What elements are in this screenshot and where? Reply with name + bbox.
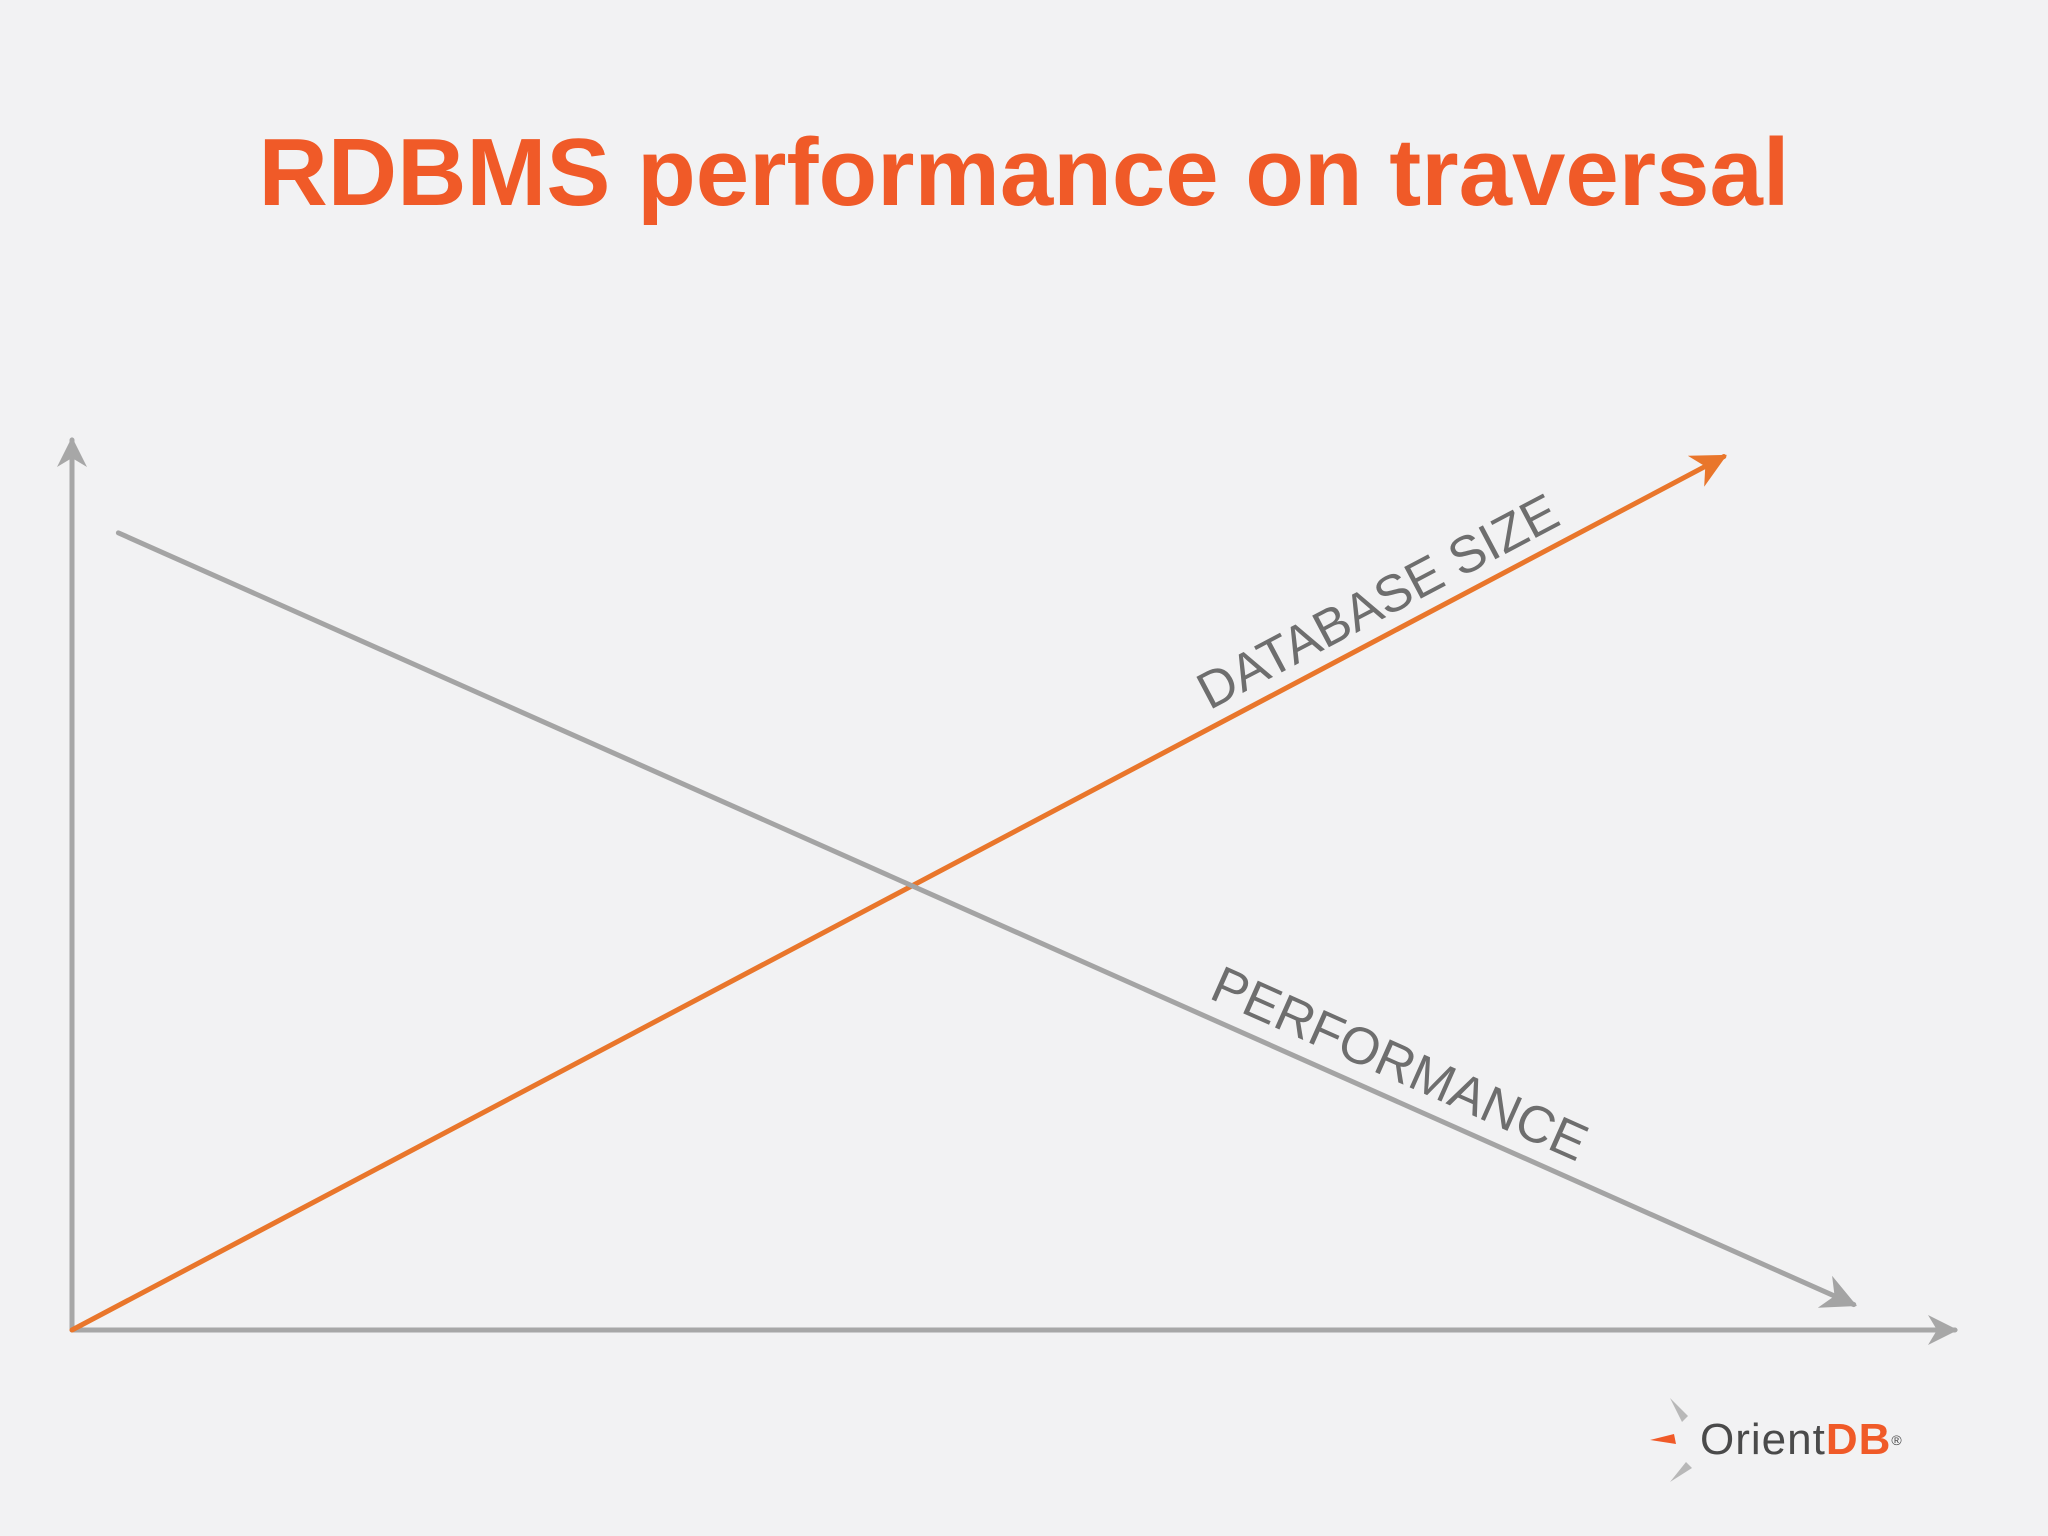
axes (57, 437, 1958, 1345)
series-line-performance (115, 530, 1857, 1308)
series-line-database-size (69, 454, 1727, 1333)
orientdb-compass-icon (1650, 1398, 1692, 1482)
orientdb-wordmark: OrientDB® (1700, 1416, 1903, 1464)
logo-text-orient: Orient (1700, 1415, 1826, 1464)
logo-text-db: DB (1825, 1415, 1892, 1464)
series-labels: DATABASE SIZE PERFORMANCE (1188, 483, 1596, 1173)
slide-title: RDBMS performance on traversal (258, 119, 1790, 226)
orientdb-logo: OrientDB® (1648, 1368, 1928, 1508)
registered-mark: ® (1891, 1432, 1903, 1448)
series-label-performance: PERFORMANCE (1203, 956, 1596, 1173)
series-layer (69, 454, 1857, 1333)
series-label-database-size: DATABASE SIZE (1188, 483, 1568, 721)
